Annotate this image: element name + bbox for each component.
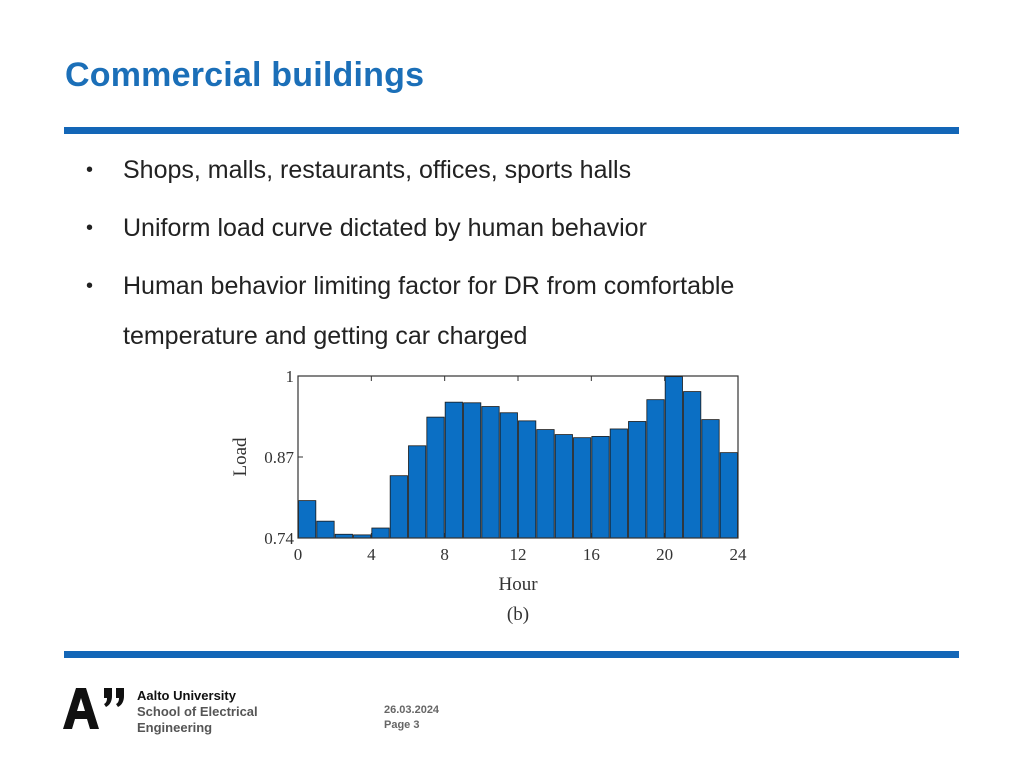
y-axis-label: Load <box>230 437 251 477</box>
chart-bar <box>701 419 720 539</box>
bullet-list: • Shops, malls, restaurants, offices, sp… <box>86 145 946 369</box>
chart-bar <box>408 445 427 539</box>
load-chart-svg: 0 4 8 12 16 20 24 0.74 0.87 1 Load Hour (b) <box>230 367 747 625</box>
bullet-text: Human behavior limiting factor for DR fr… <box>123 272 734 350</box>
load-chart: 0 4 8 12 16 20 24 0.74 0.87 1 Load Hour (b) <box>220 360 780 635</box>
slide-title: Commercial buildings <box>65 56 425 94</box>
chart-bar <box>683 391 702 539</box>
bar-group <box>298 376 738 539</box>
university-name: Aalto University School of Electrical En… <box>137 688 258 736</box>
x-tick-label: 24 <box>730 545 748 564</box>
chart-bar <box>389 475 408 539</box>
bullet-item: • Human behavior limiting factor for DR … <box>86 261 946 361</box>
chart-bar <box>664 376 683 539</box>
chart-caption: (b) <box>507 604 529 625</box>
chart-bar <box>646 399 665 539</box>
bullet-dot-icon: • <box>86 217 94 239</box>
aalto-logo-icon: A” <box>63 688 124 729</box>
bullet-dot-icon: • <box>86 275 94 297</box>
school-name-line1: School of Electrical <box>137 704 258 719</box>
bullet-text: Shops, malls, restaurants, offices, spor… <box>123 156 632 184</box>
chart-bar <box>316 520 335 539</box>
chart-bar <box>426 416 445 539</box>
x-tick-label: 16 <box>583 545 600 564</box>
x-tick-label: 8 <box>440 545 449 564</box>
chart-bar <box>298 500 317 539</box>
page-number: Page 3 <box>384 719 420 731</box>
chart-bar <box>719 452 738 539</box>
x-axis-label: Hour <box>498 574 538 595</box>
chart-bar <box>609 428 628 539</box>
y-tick-label: 0.87 <box>264 448 294 467</box>
chart-bar <box>536 429 555 539</box>
y-tick-label: 1 <box>286 367 295 386</box>
slide-date: 26.03.2024 <box>384 704 440 716</box>
chart-bar <box>628 421 647 539</box>
bullet-item: • Uniform load curve dictated by human b… <box>86 203 946 253</box>
bullet-item: • Shops, malls, restaurants, offices, sp… <box>86 145 946 195</box>
chart-bar <box>444 401 463 539</box>
tick-group: 0 4 8 12 16 20 24 0.74 0.87 1 <box>264 367 747 564</box>
x-tick-label: 0 <box>294 545 303 564</box>
chart-bar <box>481 406 500 539</box>
header-divider <box>64 127 959 134</box>
slide-meta: 26.03.2024 Page 3 <box>384 703 439 733</box>
x-tick-label: 4 <box>367 545 376 564</box>
chart-bar <box>518 420 537 539</box>
x-tick-label: 20 <box>656 545 673 564</box>
y-tick-label: 0.74 <box>264 529 294 548</box>
chart-bar <box>463 402 482 539</box>
bullet-text: Uniform load curve dictated by human beh… <box>123 214 647 242</box>
university-title: Aalto University <box>137 688 236 703</box>
bullet-text-line2: temperature and getting car charged <box>123 322 528 350</box>
chart-bar <box>591 436 610 539</box>
bullet-text-line1: Human behavior limiting factor for DR fr… <box>123 272 735 300</box>
footer-divider <box>64 651 959 658</box>
chart-bar <box>499 412 518 539</box>
chart-bar <box>573 437 592 539</box>
bullet-dot-icon: • <box>86 159 94 181</box>
chart-bar <box>554 434 573 539</box>
school-name-line2: Engineering <box>137 720 213 735</box>
x-tick-label: 12 <box>510 545 527 564</box>
chart-bar <box>371 527 390 539</box>
